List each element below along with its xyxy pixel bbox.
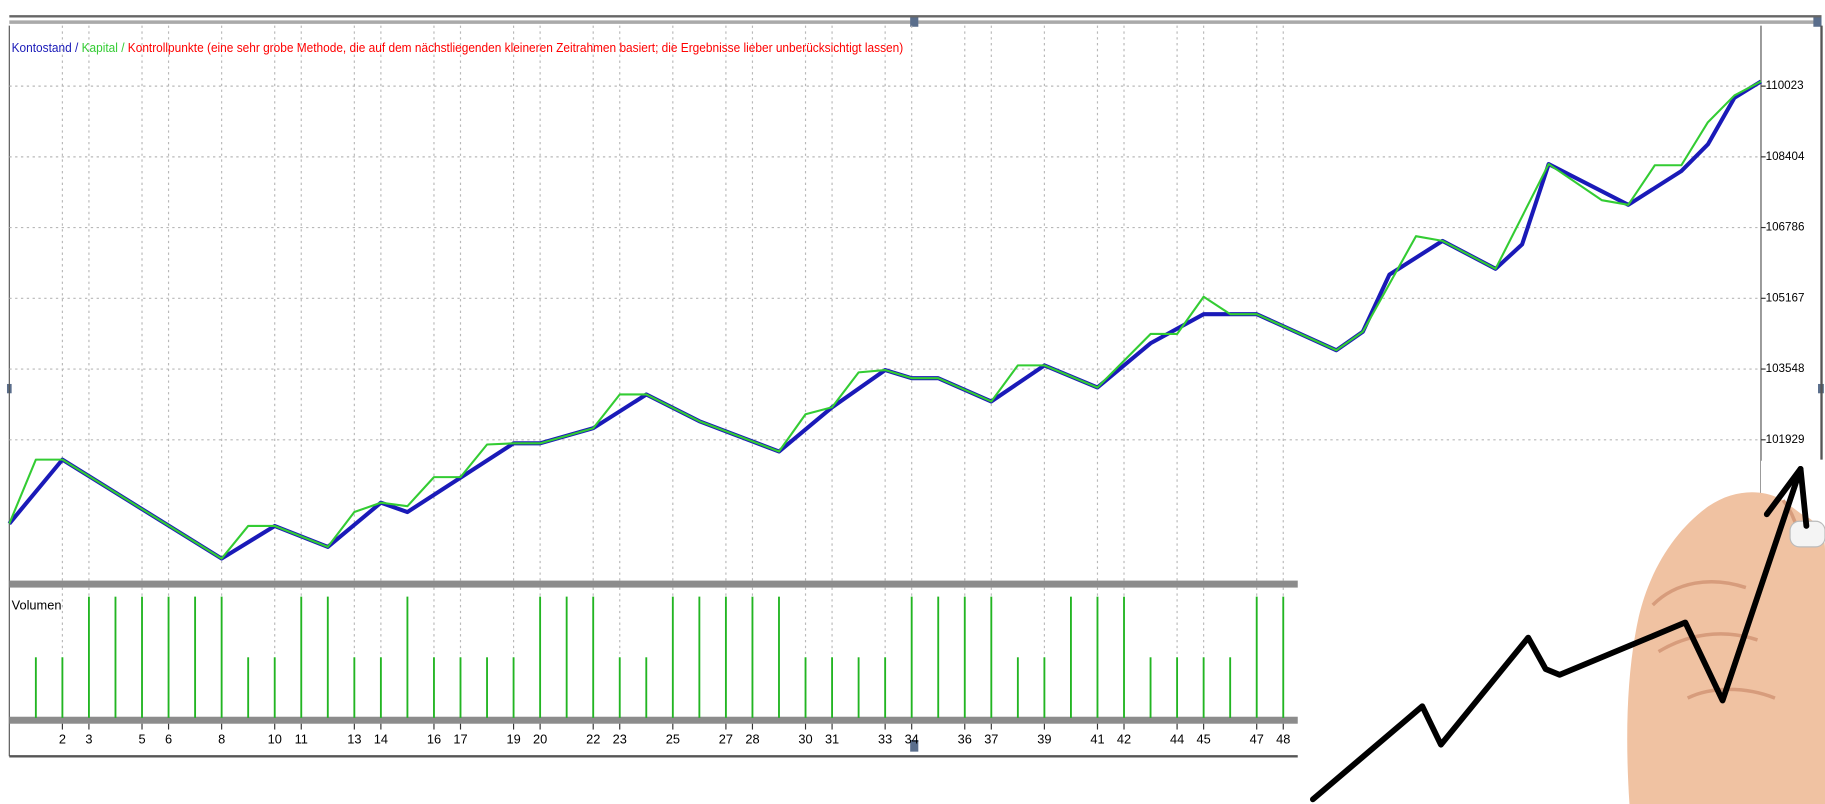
x-tick-label: 3: [85, 731, 92, 746]
pane-separator: [9, 580, 1761, 588]
x-tick-label: 20: [533, 731, 547, 746]
hand: [1627, 492, 1825, 804]
x-tick-label: 10: [268, 731, 282, 746]
y-tick-label: 103548: [1766, 362, 1805, 375]
pane-separator: [9, 716, 1761, 724]
x-tick-label: 5: [138, 731, 145, 746]
equity-line: [8, 80, 1762, 560]
x-tick-label: 42: [1117, 731, 1131, 746]
y-tick-label: 110023: [1766, 79, 1804, 92]
x-tick-label: 13: [347, 731, 361, 746]
y-tick-label: 101929: [1766, 433, 1805, 446]
x-tick-label: 19: [506, 731, 520, 746]
x-tick-label: 14: [374, 731, 388, 746]
legend: Kontostand / Kapital / Kontrollpunkte (e…: [12, 40, 904, 55]
x-tick-label: 47: [1250, 731, 1264, 746]
x-tick-label: 27: [719, 731, 733, 746]
x-tick-label: 8: [218, 731, 225, 746]
y-tick-label: 106786: [1766, 221, 1805, 234]
x-tick-label: 2: [59, 731, 66, 746]
legend-separator: /: [118, 40, 128, 55]
x-tick-label: 45: [1197, 731, 1211, 746]
x-tick-label: 36: [958, 731, 972, 746]
y-tick-label: 108404: [1766, 150, 1805, 163]
x-tick-label: 34: [905, 731, 919, 746]
legend-entry: Kapital: [82, 40, 118, 55]
drawn-arrow-head: [1763, 465, 1810, 529]
x-tick-label: 25: [666, 731, 680, 746]
x-tick-label: 11: [295, 731, 308, 746]
x-tick-label: 30: [798, 731, 812, 746]
x-tick-label: 31: [825, 731, 839, 746]
x-tick-label: 41: [1090, 731, 1104, 746]
x-tick-label: 33: [878, 731, 892, 746]
splitter-handle: [910, 17, 919, 27]
pane-title: Volumen: [12, 598, 62, 613]
legend-entry: Kontostand: [12, 40, 72, 55]
x-tick-label: 17: [453, 731, 467, 746]
x-tick-label: 28: [745, 731, 759, 746]
x-tick-label: 39: [1037, 731, 1051, 746]
x-tick-label: 37: [984, 731, 998, 746]
splitter-handle: [910, 740, 919, 752]
x-tick-label: 44: [1170, 731, 1184, 746]
x-tick-label: 6: [165, 731, 172, 746]
x-tick-label: 16: [427, 731, 441, 746]
legend-separator: /: [72, 40, 82, 55]
splitter-handle: [1813, 17, 1822, 27]
x-tick-label: 48: [1276, 731, 1290, 746]
x-tick-label: 23: [613, 731, 627, 746]
x-tick-label: 22: [586, 731, 600, 746]
y-tick-label: 105167: [1766, 291, 1805, 304]
drawn-arrow: [1309, 465, 1804, 803]
legend-note: Kontrollpunkte (eine sehr grobe Methode,…: [128, 40, 903, 55]
chart-layer: 101929103548105167106786108404110023Kont…: [7, 25, 1805, 746]
